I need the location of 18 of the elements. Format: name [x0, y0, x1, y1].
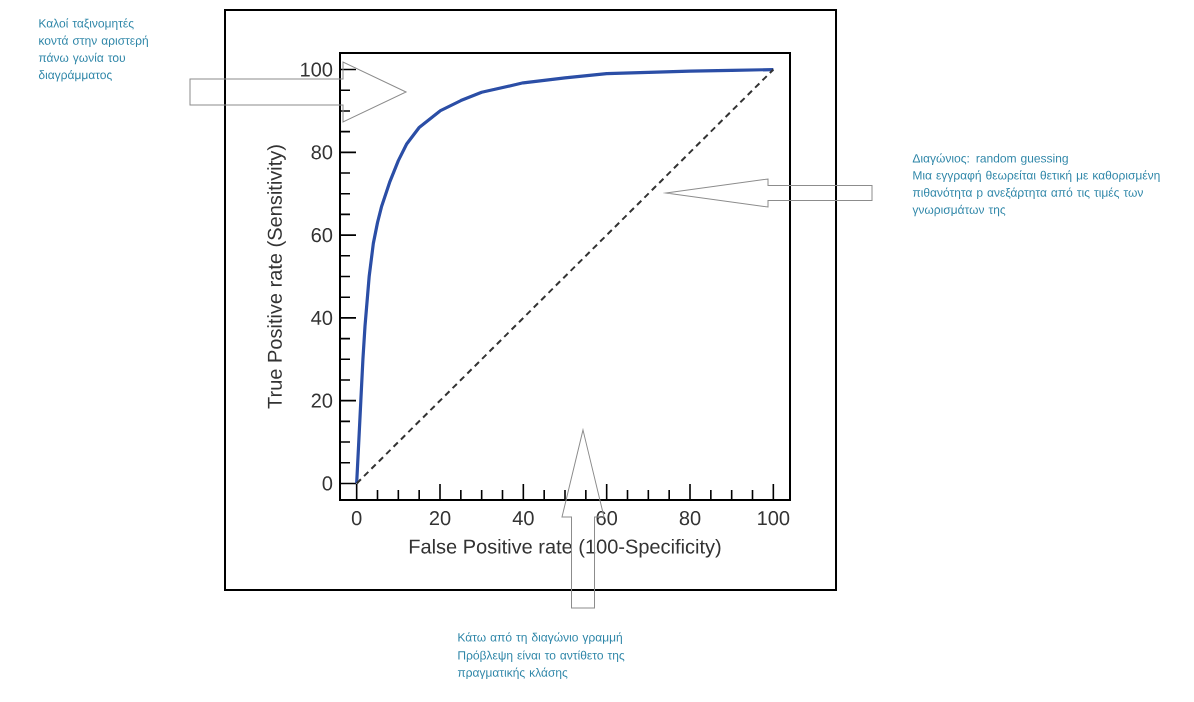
y-tick-label: 0	[322, 476, 333, 491]
text: Κάτω από τη διαγώνιο γραμμή	[458, 632, 622, 644]
text: Μια εγγραφή θεωρείται θετική με καθορισμένη πιθανότητα p ανεξάρτητα από τις τιμές των γνωρισμάτων της	[912, 170, 1160, 217]
text: Πρόβλεψη είναι το αντίθετο της πραγματικής κλάσης	[457, 650, 625, 680]
y-tick-label: 100	[301, 62, 333, 77]
x-tick-label: 40	[512, 511, 534, 526]
x-tick-label: 60	[596, 511, 618, 526]
x-tick-label: 100	[758, 511, 790, 526]
x-tick-label: 0	[351, 511, 362, 526]
text: Διαγώνιος: random guessing	[912, 153, 1068, 165]
y-tick-label: 60	[311, 228, 333, 243]
y-tick-label: 40	[311, 310, 333, 325]
text: Καλοί ταξινομητές κοντά στην αριστερή πάνω γωνία του διαγράμματος	[38, 18, 148, 82]
y-tick-label: 20	[311, 393, 333, 408]
x-tick-label: 20	[429, 511, 451, 526]
x-tick-label: 80	[679, 511, 701, 526]
y-tick-label: 80	[311, 145, 333, 160]
y-axis-title: True Positive rate (Sensitivity)	[267, 145, 286, 409]
